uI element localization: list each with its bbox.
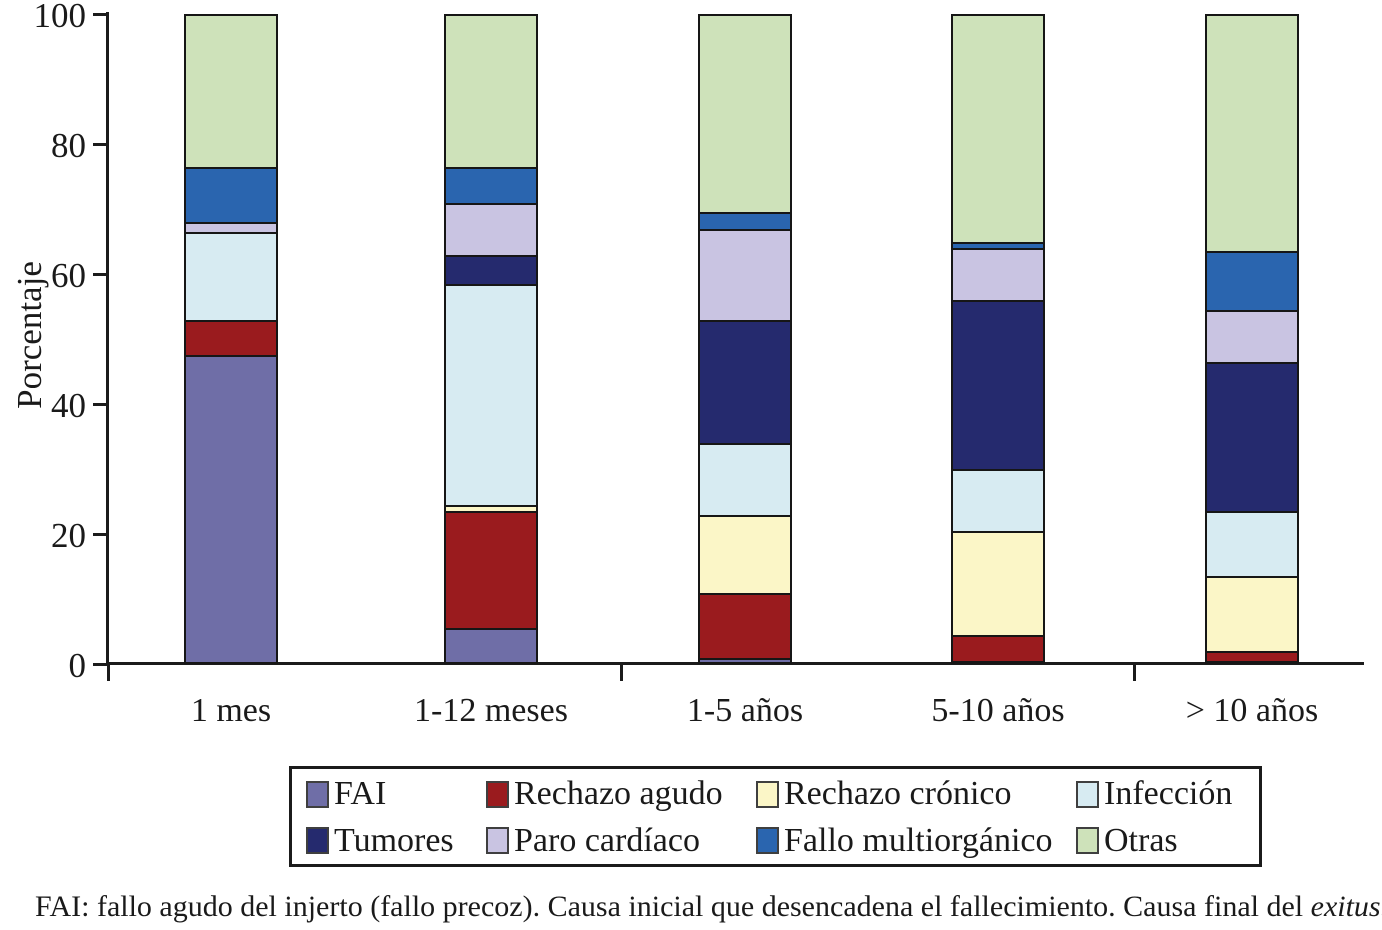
x-axis-label-1-12-meses: 1-12 meses <box>414 692 568 729</box>
legend-item-rechazo-agudo: Rechazo agudo <box>486 777 756 811</box>
footer-text-italic: exitus. <box>1310 890 1382 923</box>
x-tick-mark-2 <box>1133 665 1136 681</box>
legend-label-rechazo-cronico: Rechazo crónico <box>784 775 1012 813</box>
bar-segment-1-12-meses-otras <box>444 14 538 167</box>
legend-swatch-paro-cardiaco <box>486 827 509 855</box>
bar-segment-5-10-anos-paro-cardiaco <box>951 248 1045 300</box>
bar-segment-1-12-meses-fai <box>444 628 538 664</box>
footer-text: FAI: fallo agudo del injerto (fallo prec… <box>35 890 1311 923</box>
y-tick-mark-80 <box>93 142 107 146</box>
bar-1-12-meses <box>444 14 538 664</box>
y-tick-mark-40 <box>93 402 107 406</box>
bar-segment-1-12-meses-paro-cardiaco <box>444 202 538 255</box>
bar-segment-1-12-meses-rechazo-cronico <box>444 504 538 512</box>
bar-segment-1-5-anos-tumores <box>698 319 792 443</box>
legend-label-fai: FAI <box>334 775 387 813</box>
legend-item-otras: Otras <box>1076 821 1259 859</box>
bar-segment-5-10-anos-rechazo-cronico <box>951 530 1045 635</box>
legend-label-tumores: Tumores <box>334 821 454 859</box>
x-axis-label-10-anos: > 10 años <box>1185 692 1319 729</box>
legend-label-infeccion: Infección <box>1104 775 1233 813</box>
legend-item-rechazo-cronico: Rechazo crónico <box>756 777 1076 811</box>
bar-segment-1-5-anos-paro-cardiaco <box>698 228 792 320</box>
bar-10-anos <box>1205 14 1299 664</box>
bar-segment-10-anos-paro-cardiaco <box>1205 309 1299 362</box>
legend-label-otras: Otras <box>1104 821 1178 859</box>
plot-area <box>108 14 1362 664</box>
bar-segment-5-10-anos-fai <box>951 660 1045 664</box>
bar-segment-1-5-anos-fai <box>698 657 792 664</box>
bar-segment-5-10-anos-tumores <box>951 300 1045 469</box>
bar-segment-5-10-anos-infeccion <box>951 469 1045 531</box>
legend-swatch-fallo-multiorganico <box>756 827 779 855</box>
bar-segment-1-mes-fallo-multiorganico <box>184 166 278 222</box>
bar-segment-5-10-anos-otras <box>951 14 1045 242</box>
y-tick-label-0: 0 <box>68 646 87 685</box>
legend-box: FAI Rechazo agudo Rechazo crónico Infección… <box>289 766 1262 867</box>
y-tick-mark-60 <box>93 272 107 276</box>
legend-swatch-rechazo-cronico <box>756 780 779 808</box>
legend-label-paro-cardiaco: Paro cardíaco <box>514 821 700 859</box>
y-tick-label-100: 100 <box>33 0 87 35</box>
bar-segment-1-5-anos-otras <box>698 14 792 213</box>
y-tick-label-20: 20 <box>51 516 86 555</box>
bar-segment-10-anos-fallo-multiorganico <box>1205 251 1299 310</box>
y-tick-label-60: 60 <box>51 256 86 295</box>
bar-segment-5-10-anos-rechazo-agudo <box>951 634 1045 661</box>
legend-item-tumores: Tumores <box>306 821 486 859</box>
bar-1-mes <box>184 14 278 664</box>
x-axis-label-1-5-anos: 1-5 años <box>686 692 804 729</box>
bar-segment-10-anos-fai <box>1205 660 1299 664</box>
footer-note: FAI: fallo agudo del injerto (fallo prec… <box>35 890 1382 923</box>
bar-segment-5-10-anos-fallo-multiorganico <box>951 241 1045 248</box>
legend-swatch-rechazo-agudo <box>486 780 509 808</box>
legend-item-fallo-multiorganico: Fallo multiorgánico <box>756 821 1076 859</box>
legend-swatch-otras <box>1076 827 1099 855</box>
legend-item-infeccion: Infección <box>1076 777 1259 811</box>
x-axis-label-5-10-anos: 5-10 años <box>931 692 1065 729</box>
bar-segment-1-5-anos-rechazo-agudo <box>698 592 792 658</box>
bar-segment-10-anos-tumores <box>1205 361 1299 512</box>
bar-segment-1-mes-infeccion <box>184 231 278 320</box>
y-axis-line <box>106 12 109 665</box>
bar-segment-1-12-meses-fallo-multiorganico <box>444 166 538 203</box>
bar-segment-1-12-meses-infeccion <box>444 283 538 505</box>
bar-1-5-anos <box>698 14 792 664</box>
x-tick-mark-0 <box>107 665 110 681</box>
bar-5-10-anos <box>951 14 1045 664</box>
bar-segment-10-anos-rechazo-cronico <box>1205 576 1299 651</box>
bar-segment-1-5-anos-rechazo-cronico <box>698 514 792 593</box>
y-tick-mark-100 <box>93 12 107 16</box>
bar-segment-1-mes-fai <box>184 355 278 664</box>
legend-swatch-fai <box>306 780 329 808</box>
legend-label-rechazo-agudo: Rechazo agudo <box>514 775 723 813</box>
y-tick-mark-20 <box>93 532 107 536</box>
bar-segment-10-anos-infeccion <box>1205 511 1299 577</box>
x-axis-label-1-mes: 1 mes <box>190 692 272 729</box>
legend-label-fallo-multiorganico: Fallo multiorgánico <box>784 821 1053 859</box>
bar-segment-1-mes-rechazo-agudo <box>184 319 278 356</box>
bar-segment-10-anos-otras <box>1205 14 1299 252</box>
bar-segment-1-5-anos-infeccion <box>698 443 792 515</box>
bar-segment-1-mes-otras <box>184 14 278 167</box>
legend-item-paro-cardiaco: Paro cardíaco <box>486 821 756 859</box>
legend-item-fai: FAI <box>306 777 486 811</box>
y-tick-mark-0 <box>93 662 107 666</box>
bar-segment-1-12-meses-rechazo-agudo <box>444 511 538 629</box>
bar-segment-10-anos-rechazo-agudo <box>1205 651 1299 661</box>
bar-segment-1-12-meses-tumores <box>444 254 538 284</box>
bar-segment-1-mes-paro-cardiaco <box>184 222 278 232</box>
legend-swatch-infeccion <box>1076 780 1099 808</box>
x-tick-mark-1 <box>620 665 623 681</box>
bar-segment-1-5-anos-fallo-multiorganico <box>698 212 792 229</box>
y-tick-label-80: 80 <box>51 126 86 165</box>
y-tick-label-40: 40 <box>51 386 86 425</box>
legend-swatch-tumores <box>306 827 329 855</box>
